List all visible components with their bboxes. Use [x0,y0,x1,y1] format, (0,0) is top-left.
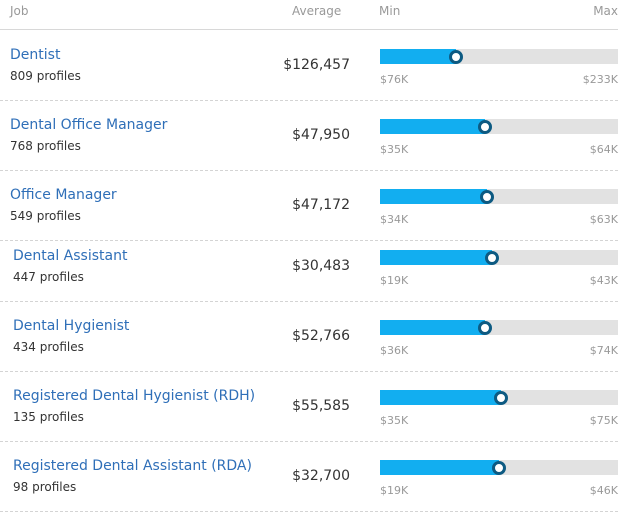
max-salary: $63K [589,213,618,226]
max-salary: $74K [589,344,618,357]
salary-range-fill [380,119,485,134]
header-min: Min [379,4,401,18]
min-salary: $35K [380,143,409,156]
salary-range-bar [380,460,618,475]
salary-range-fill [380,49,457,64]
average-marker-icon [494,390,509,405]
profile-count: 447 profiles [13,270,84,284]
job-link[interactable]: Registered Dental Hygienist (RDH) [13,388,256,404]
table-row: Registered Dental Assistant (RDA) 98 prof… [0,442,618,512]
average-marker-icon [480,189,495,204]
salary-range-fill [380,320,485,335]
salary-range-bar [380,320,618,335]
job-link[interactable]: Dental Hygienist [13,318,130,334]
salary-range-bar [380,250,618,265]
job-link[interactable]: Registered Dental Assistant (RDA) [13,458,252,474]
table-row: Office Manager 549 profiles $47,172 $34K $63… [0,171,618,241]
min-salary: $76K [380,73,409,86]
average-marker-icon [477,320,492,335]
profile-count: 768 profiles [10,139,81,153]
table-row: Dentist 809 profiles $126,457 $76K $233K [0,31,618,101]
profile-count: 135 profiles [13,410,84,424]
min-salary: $35K [380,414,409,427]
header-average: Average [292,4,342,18]
table-row: Dental Hygienist 434 profiles $52,766 $36K $… [0,302,618,372]
min-salary: $19K [380,274,409,287]
table-row: Dental Office Manager 768 profiles $47,950… [0,101,618,171]
max-salary: $75K [589,414,618,427]
max-salary: $64K [589,143,618,156]
header-max: Max [593,4,618,18]
average-marker-icon [492,460,506,475]
table-row: Dental Assistant 447 profiles $30,483 $19K $… [0,232,618,302]
average-marker-icon [449,49,464,64]
salary-range-fill [380,460,499,475]
max-salary: $233K [582,73,618,86]
min-salary: $34K [380,213,409,226]
max-salary: $43K [589,274,618,287]
profile-count: 98 profiles [13,480,77,494]
salary-range-bar [380,49,618,64]
min-salary: $36K [380,344,409,357]
profile-count: 809 profiles [10,69,81,83]
job-link[interactable]: Dental Assistant [13,248,128,264]
profile-count: 434 profiles [13,340,84,354]
header-job: Job [10,4,29,18]
average-salary: $47,172 [292,197,350,213]
min-salary: $19K [380,484,409,497]
job-link[interactable]: Office Manager [10,187,117,203]
salary-range-bar [380,189,618,204]
average-salary: $126,457 [283,57,350,73]
profile-count: 549 profiles [10,209,81,223]
salary-range-bar [380,390,618,405]
table-row: Registered Dental Hygienist (RDH) 135 pro… [0,372,618,442]
salary-range-fill [380,189,488,204]
salary-range-fill [380,250,492,265]
salary-range-bar [380,119,618,134]
table-header: Job Average Min Max [0,0,618,30]
average-marker-icon [477,119,492,134]
average-salary: $47,950 [292,127,350,143]
job-link[interactable]: Dentist [10,47,61,63]
salary-range-fill [380,390,502,405]
average-marker-icon [484,250,499,265]
average-salary: $55,585 [292,398,350,414]
job-link[interactable]: Dental Office Manager [10,117,168,133]
average-salary: $30,483 [292,258,350,274]
average-salary: $52,766 [292,328,350,344]
average-salary: $32,700 [292,468,350,484]
max-salary: $46K [589,484,618,497]
